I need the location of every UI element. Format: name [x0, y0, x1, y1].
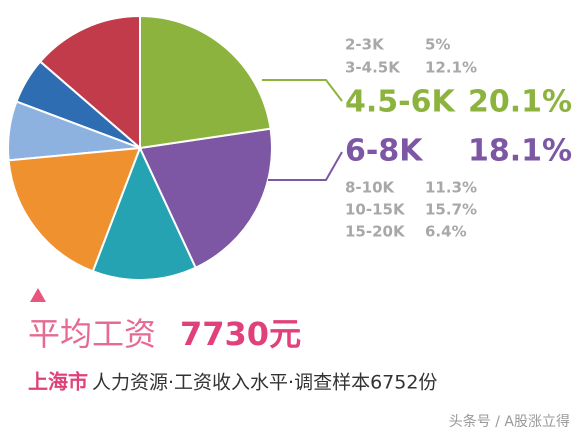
value-label: 12.1%	[425, 59, 477, 77]
triangle-icon	[30, 288, 46, 302]
pie-slice	[91, 145, 198, 281]
value-label: 11.3%	[425, 179, 477, 197]
legend-label: 3-4.5K	[345, 59, 401, 77]
legend-label: 8-10K	[345, 179, 396, 197]
value-label: 6.4%	[425, 223, 467, 241]
title-label: 平均工资	[28, 315, 156, 353]
connector	[262, 79, 343, 102]
pie-slice	[138, 127, 273, 270]
value-label: 18.1%	[468, 134, 572, 169]
value-label: 20.1%	[468, 85, 572, 120]
connector	[268, 151, 343, 181]
title-value: 7730元	[180, 315, 301, 353]
pie-slice	[38, 14, 141, 151]
watermark: 头条号 / A股涨立得	[449, 413, 570, 430]
legend-label: 15-20K	[345, 223, 406, 241]
legend-label: 4.5-6K	[345, 85, 456, 120]
subtitle-city: 上海市	[28, 370, 88, 394]
legend-label: 2-3K	[345, 36, 385, 54]
legend-label: 10-15K	[345, 201, 406, 219]
pie-slice	[7, 146, 142, 273]
legend-label: 6-8K	[345, 134, 424, 169]
pie-slice	[139, 14, 272, 150]
value-label: 5%	[425, 36, 450, 54]
value-label: 15.7%	[425, 201, 477, 219]
subtitle: 人力资源·工资收入水平·调查样本6752份	[92, 372, 437, 394]
